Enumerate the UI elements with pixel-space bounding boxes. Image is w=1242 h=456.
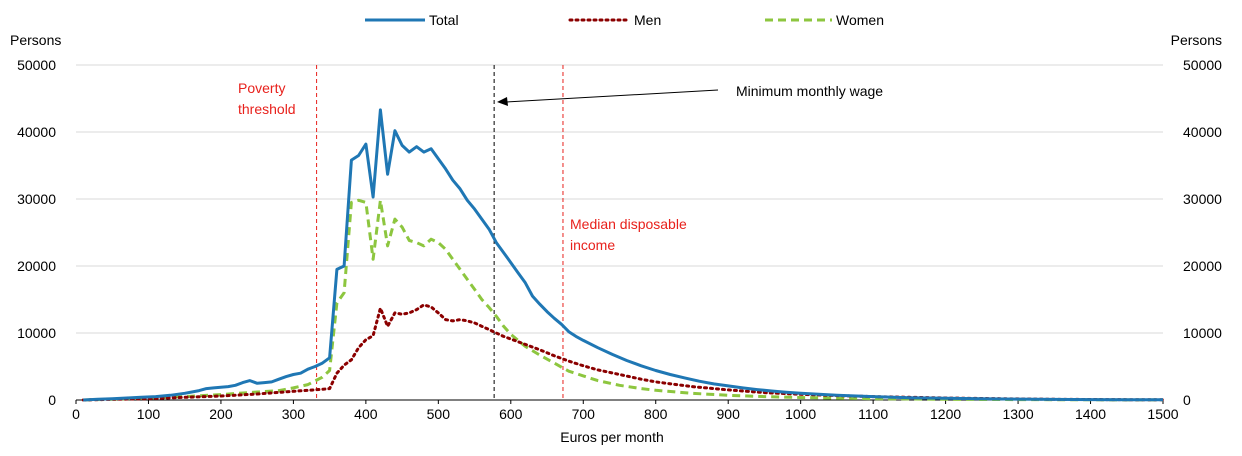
x-tick-labels: 0 100 200 300 400 500 600 700 800 900 1000 1100 1200… [72, 400, 1179, 422]
annotation-minimum-wage-text: Minimum monthly wage [736, 83, 883, 99]
x-tick-400: 400 [354, 406, 378, 422]
x-tick-1400: 1400 [1075, 406, 1106, 422]
x-tick-700: 700 [572, 406, 596, 422]
y-tick-labels-right: 0 10000 20000 30000 40000 50000 [1183, 57, 1222, 408]
legend-label-women: Women [836, 12, 884, 28]
x-tick-100: 100 [137, 406, 161, 422]
y-tick-right-50000: 50000 [1183, 57, 1222, 73]
gridlines [76, 64, 1163, 334]
y-tick-right-20000: 20000 [1183, 258, 1222, 274]
series-line-women [83, 198, 1164, 402]
series-line-total [83, 108, 1164, 402]
y-axis-label-right: Persons [1171, 32, 1222, 48]
x-tick-800: 800 [644, 406, 668, 422]
legend-label-men: Men [634, 12, 661, 28]
y-tick-left-20000: 20000 [17, 258, 56, 274]
y-tick-right-30000: 30000 [1183, 191, 1222, 207]
minimum-wage-arrow-line [505, 89, 719, 103]
y-tick-left-30000: 30000 [17, 191, 56, 207]
x-tick-500: 500 [427, 406, 451, 422]
legend: Total Men Women [365, 12, 884, 28]
x-tick-0: 0 [72, 406, 80, 422]
x-tick-300: 300 [282, 406, 306, 422]
y-tick-left-10000: 10000 [17, 325, 56, 341]
minimum-wage-arrowhead [497, 97, 508, 106]
annotation-poverty-line2: threshold [238, 101, 296, 117]
y-tick-right-10000: 10000 [1183, 325, 1222, 341]
x-tick-1300: 1300 [1002, 406, 1033, 422]
x-tick-1200: 1200 [930, 406, 961, 422]
reference-lines [316, 65, 564, 400]
annotation-poverty-line1: Poverty [238, 80, 285, 96]
x-tick-900: 900 [717, 406, 741, 422]
annotation-poverty-threshold: Poverty threshold [238, 80, 296, 117]
x-tick-1000: 1000 [785, 406, 816, 422]
y-tick-left-0: 0 [48, 392, 56, 408]
y-tick-left-50000: 50000 [17, 57, 56, 73]
y-tick-labels-left: 0 10000 20000 30000 40000 50000 [17, 57, 56, 408]
series-lines [81, 108, 1165, 402]
annotation-median-line2: income [570, 237, 615, 253]
x-tick-600: 600 [499, 406, 523, 422]
x-axis-label: Euros per month [560, 429, 664, 445]
x-tick-1100: 1100 [858, 406, 888, 422]
annotation-minimum-wage: Minimum monthly wage [497, 83, 883, 106]
x-tick-200: 200 [209, 406, 233, 422]
y-tick-left-40000: 40000 [17, 124, 56, 140]
y-tick-right-0: 0 [1183, 392, 1191, 408]
x-tick-1500: 1500 [1147, 406, 1178, 422]
annotation-median-income: Median disposable income [570, 216, 687, 253]
y-axis-label-left: Persons [10, 32, 61, 48]
y-tick-right-40000: 40000 [1183, 124, 1222, 140]
annotation-median-line1: Median disposable [570, 216, 687, 232]
legend-label-total: Total [429, 12, 459, 28]
